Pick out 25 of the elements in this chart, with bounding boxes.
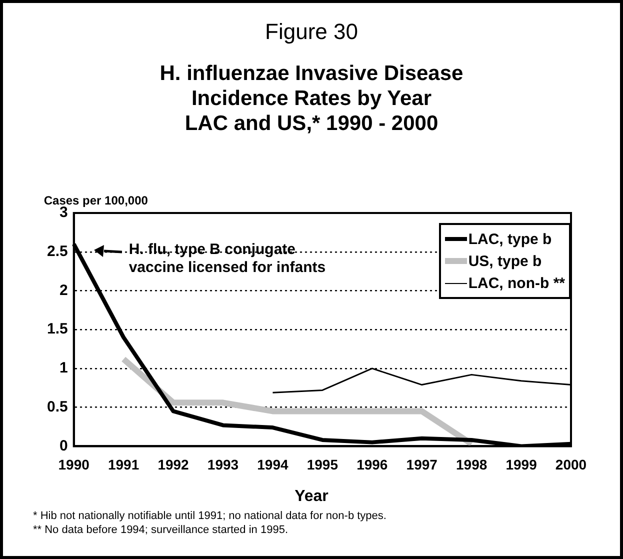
y-tick-label: 1.5 (46, 320, 68, 338)
x-tick-label: 1998 (456, 456, 488, 472)
y-tick-label: 2 (60, 282, 68, 299)
x-tick-label: 2000 (555, 456, 587, 472)
y-tick-label: 0.5 (46, 398, 68, 416)
chart-title: Figure 30 (264, 19, 359, 45)
y-tick-label: 0 (60, 437, 68, 454)
x-tick-label: 1995 (306, 456, 338, 472)
text: * Hib not nationally notifiable until 1991; no national data for non-b types. (33, 509, 386, 523)
x-tick-label: 1992 (158, 456, 190, 472)
y-tick-label: 2.5 (46, 243, 68, 260)
legend-label: LAC, type b (468, 230, 552, 248)
legend-label: US, type b (468, 252, 542, 270)
x-tick-label: 1997 (406, 456, 438, 472)
x-tick-label: 1994 (257, 456, 288, 472)
x-axis-title: Year (294, 488, 330, 506)
x-tick-label: 1991 (108, 456, 140, 472)
x-tick-label: 1990 (58, 456, 90, 472)
chart-subtitle: H. influenzae Invasive Disease Incidence Rates by Year LAC and US,* 1990 - 2000 (158, 61, 464, 136)
legend-label: LAC, non-b ** (468, 274, 565, 292)
x-tick-label: 1999 (506, 456, 538, 472)
x-tick-label: 1996 (356, 456, 388, 472)
text: ** No data before 1994; surveillance started in 1995. (33, 523, 289, 537)
x-tick-label: 1993 (207, 456, 239, 472)
y-tick-label: 1 (60, 360, 68, 377)
